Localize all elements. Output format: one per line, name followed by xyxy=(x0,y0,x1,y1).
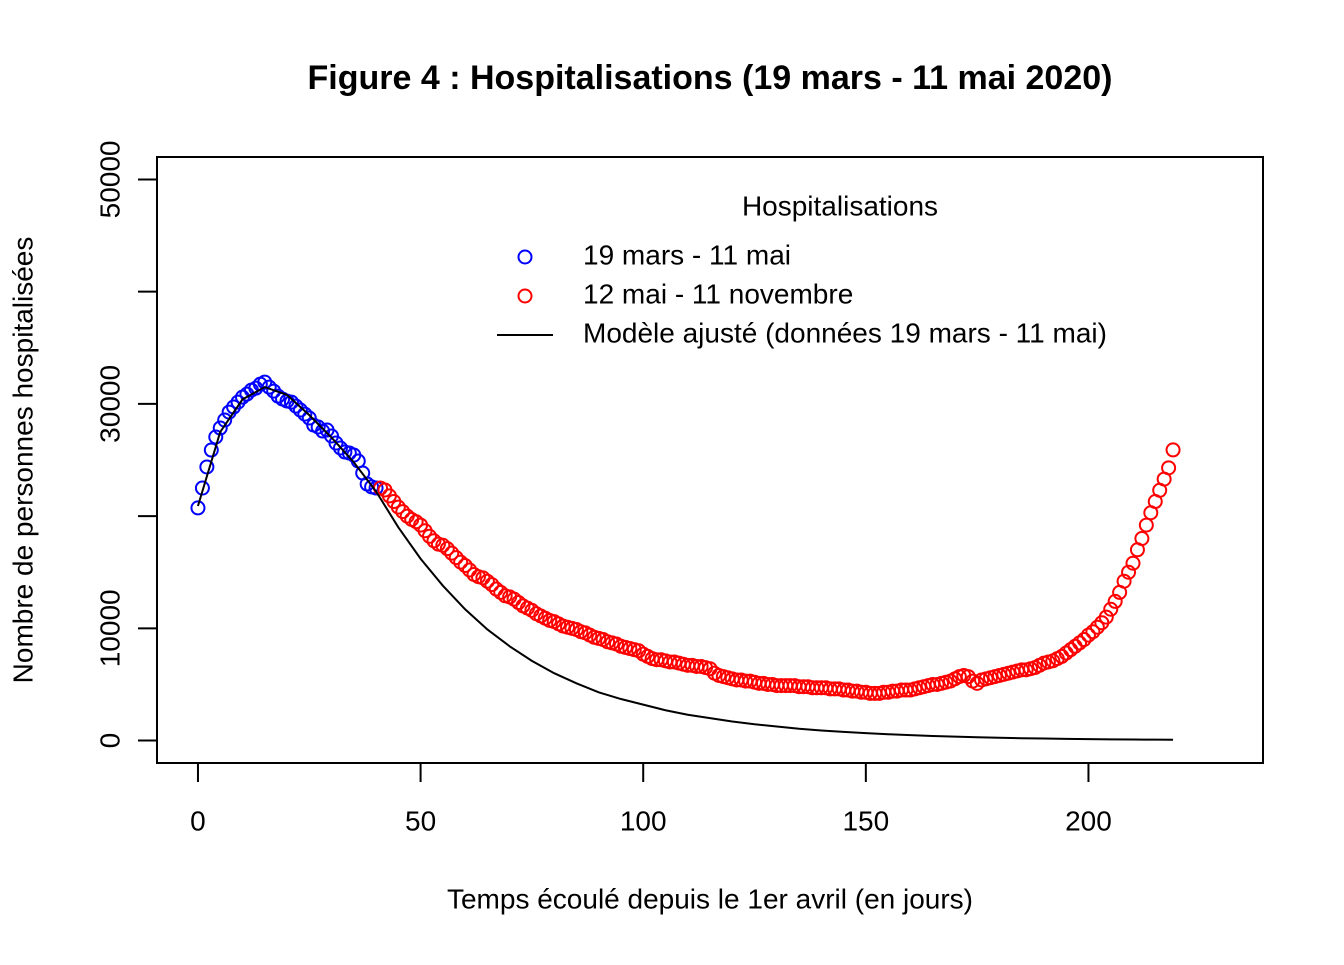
x-tick-label: 100 xyxy=(620,805,667,836)
data-point xyxy=(1116,573,1132,589)
data-point xyxy=(493,584,509,600)
data-point xyxy=(426,533,442,549)
data-point xyxy=(1098,609,1114,625)
chart-title: Figure 4 : Hospitalisations (19 mars - 1… xyxy=(308,59,1113,97)
model-line xyxy=(197,385,1174,741)
data-point xyxy=(448,550,464,566)
y-tick-label: 10000 xyxy=(94,589,125,667)
data-point xyxy=(203,442,219,458)
y-axis-label: Nombre de personnes hospitalisées xyxy=(7,237,38,684)
y-tick-label: 50000 xyxy=(94,141,125,219)
data-point xyxy=(288,398,304,414)
x-tick-label: 0 xyxy=(190,805,206,836)
data-point xyxy=(1080,627,1096,643)
x-tick-label: 150 xyxy=(842,805,889,836)
data-point xyxy=(444,545,460,561)
data-point xyxy=(435,537,451,553)
x-tick-label: 200 xyxy=(1065,805,1112,836)
data-point xyxy=(1103,601,1119,617)
data-point xyxy=(457,557,473,573)
data-point xyxy=(1161,460,1177,476)
data-point xyxy=(297,406,313,422)
data-point xyxy=(408,514,424,530)
data-point xyxy=(969,675,985,691)
legend-label: Modèle ajusté (données 19 mars - 11 mai) xyxy=(583,317,1107,348)
data-point xyxy=(1107,593,1123,609)
data-point xyxy=(310,419,326,435)
data-point xyxy=(484,577,500,593)
data-point xyxy=(1134,531,1150,547)
legend-title: Hospitalisations xyxy=(742,190,938,221)
data-point xyxy=(283,394,299,410)
data-point xyxy=(1089,619,1105,635)
data-point xyxy=(1076,632,1092,648)
data-point xyxy=(368,480,384,496)
data-point xyxy=(328,435,344,451)
legend-marker xyxy=(517,288,533,304)
data-point xyxy=(230,394,246,410)
data-point xyxy=(266,383,282,399)
data-point xyxy=(395,504,411,520)
data-point xyxy=(1121,564,1137,580)
data-point xyxy=(1125,555,1141,571)
data-point xyxy=(1072,635,1088,651)
data-point xyxy=(421,528,437,544)
x-tick-label: 50 xyxy=(405,805,436,836)
data-point xyxy=(439,541,455,557)
legend-marker xyxy=(517,249,533,265)
data-point xyxy=(390,499,406,515)
y-tick-label: 30000 xyxy=(94,365,125,443)
data-point xyxy=(1085,624,1101,640)
legend-label: 19 mars - 11 mai xyxy=(583,239,791,270)
data-point xyxy=(257,374,273,390)
data-point xyxy=(292,402,308,418)
data-point xyxy=(453,554,469,570)
data-point xyxy=(1165,442,1181,458)
y-tick-label: 0 xyxy=(94,733,125,749)
data-point xyxy=(190,500,206,516)
data-point xyxy=(479,573,495,589)
legend-label: 12 mai - 11 novembre xyxy=(583,278,853,309)
x-axis-label: Temps écoulé depuis le 1er avril (en jou… xyxy=(447,883,973,914)
